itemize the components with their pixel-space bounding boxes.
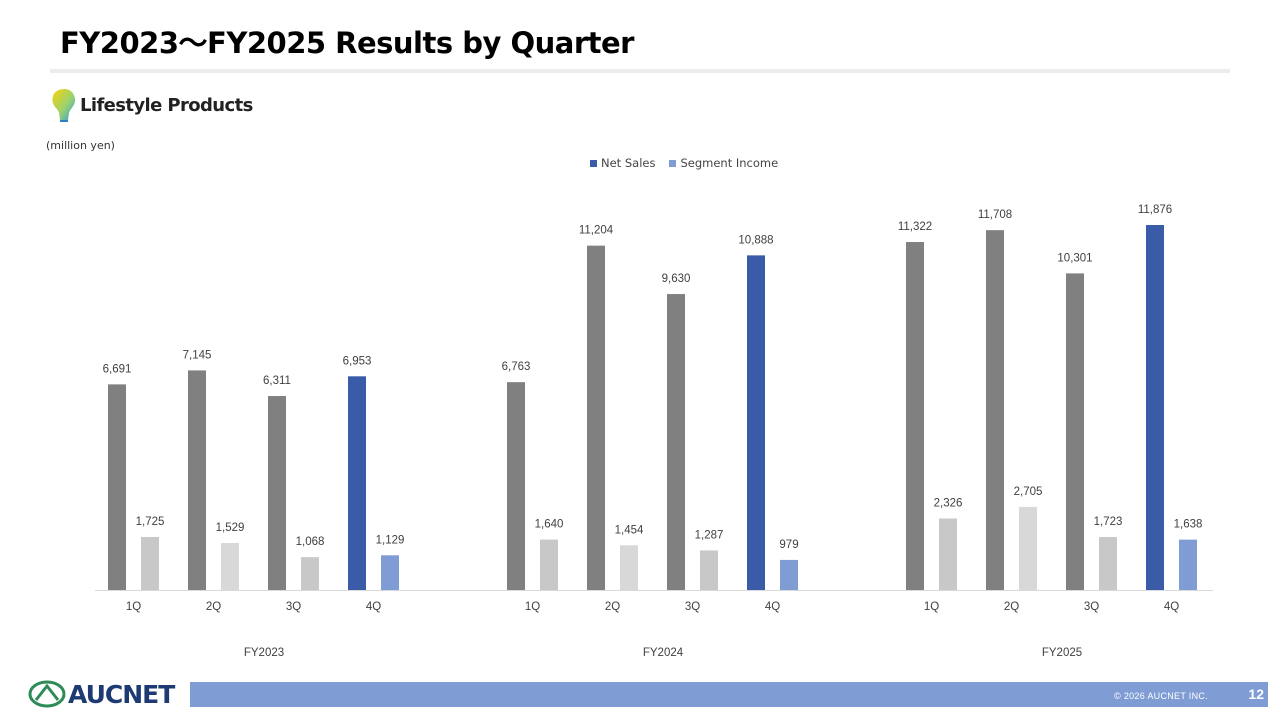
bar-segment-income-FY2025-2Q	[1019, 506, 1037, 590]
bar-net-sales-FY2025-1Q	[906, 242, 924, 590]
footer-bar	[190, 682, 1268, 707]
data-label-segment-income-FY2023-3Q: 1,068	[296, 536, 325, 548]
unit-label: (million yen)	[46, 139, 115, 152]
bar-segment-income-FY2023-4Q	[381, 555, 399, 590]
data-label-net-sales-FY2024-3Q: 9,630	[662, 273, 691, 285]
bar-net-sales-FY2024-4Q	[747, 255, 765, 590]
x-tick-label-FY2025-1Q: 1Q	[924, 601, 939, 613]
bar-net-sales-FY2024-2Q	[587, 245, 605, 590]
group-label-FY2024: FY2024	[643, 647, 684, 659]
data-label-net-sales-FY2023-2Q: 7,145	[183, 349, 212, 361]
x-tick-label-FY2023-2Q: 2Q	[206, 601, 221, 613]
bar-net-sales-FY2024-3Q	[667, 294, 685, 590]
bar-net-sales-FY2023-1Q	[108, 384, 126, 590]
legend-swatch-net-sales	[590, 159, 597, 167]
data-label-net-sales-FY2023-4Q: 6,953	[343, 355, 372, 367]
group-label-FY2025: FY2025	[1042, 647, 1082, 659]
bar-segment-income-FY2025-3Q	[1099, 537, 1117, 590]
data-label-segment-income-FY2024-2Q: 1,454	[615, 524, 644, 536]
x-tick-label-FY2023-1Q: 1Q	[126, 601, 141, 613]
data-label-segment-income-FY2024-1Q: 1,640	[535, 519, 564, 531]
bar-segment-income-FY2024-2Q	[620, 545, 638, 590]
x-tick-label-FY2023-3Q: 3Q	[286, 601, 301, 613]
x-tick-label-FY2025-3Q: 3Q	[1084, 601, 1099, 613]
bar-segment-income-FY2025-4Q	[1179, 539, 1197, 590]
bar-net-sales-FY2025-2Q	[986, 230, 1004, 590]
lightbulb-icon	[52, 89, 75, 122]
x-tick-label-FY2024-2Q: 2Q	[605, 601, 620, 613]
bar-net-sales-FY2024-1Q	[507, 382, 525, 590]
group-label-FY2023: FY2023	[244, 647, 284, 659]
data-label-segment-income-FY2025-3Q: 1,723	[1094, 516, 1123, 528]
legend-label-segment-income: Segment Income	[680, 156, 779, 170]
title-divider	[50, 69, 1230, 73]
chart-legend: Net Sales Segment Income	[590, 156, 778, 170]
data-label-segment-income-FY2024-4Q: 979	[779, 539, 798, 551]
bar-net-sales-FY2023-4Q	[348, 376, 366, 590]
bar-net-sales-FY2025-3Q	[1066, 273, 1084, 590]
x-tick-label-FY2025-2Q: 2Q	[1004, 601, 1019, 613]
bar-segment-income-FY2025-1Q	[939, 518, 957, 590]
data-label-net-sales-FY2023-3Q: 6,311	[263, 375, 291, 387]
segment-logo: Lifestyle Products	[50, 85, 253, 125]
data-label-segment-income-FY2025-4Q: 1,638	[1174, 519, 1203, 531]
segment-name: Lifestyle Products	[80, 94, 253, 116]
page-number: 12	[1248, 686, 1264, 702]
data-label-net-sales-FY2024-2Q: 11,204	[579, 225, 614, 237]
bar-segment-income-FY2024-1Q	[540, 539, 558, 590]
page-title: FY2023～FY2025 Results by Quarter	[60, 26, 634, 60]
data-label-net-sales-FY2025-1Q: 11,322	[898, 221, 932, 233]
bar-chart: 6,691 1,725 1Q 7,145 1,529 2Q 6,311 1,068 3Q 6,95…	[95, 204, 1213, 659]
x-tick-label-FY2024-1Q: 1Q	[525, 601, 540, 613]
legend-swatch-segment-income	[669, 159, 677, 167]
x-tick-label-FY2024-3Q: 3Q	[685, 601, 700, 613]
x-tick-label-FY2025-4Q: 4Q	[1164, 601, 1179, 613]
bar-net-sales-FY2023-3Q	[268, 396, 286, 590]
company-logo: AUCNET	[28, 678, 175, 710]
legend-item-net-sales: Net Sales	[590, 156, 655, 170]
data-label-segment-income-FY2023-1Q: 1,725	[136, 516, 165, 528]
data-label-segment-income-FY2025-2Q: 2,705	[1014, 486, 1043, 498]
aucnet-mark-icon	[28, 680, 66, 708]
data-label-segment-income-FY2025-1Q: 2,326	[934, 498, 963, 510]
bar-net-sales-FY2023-2Q	[188, 370, 206, 590]
data-label-net-sales-FY2025-3Q: 10,301	[1057, 252, 1092, 264]
copyright: © 2026 AUCNET INC.	[1114, 691, 1208, 701]
data-label-net-sales-FY2024-1Q: 6,763	[502, 361, 531, 373]
bar-segment-income-FY2023-3Q	[301, 557, 319, 590]
data-label-segment-income-FY2024-3Q: 1,287	[695, 529, 724, 541]
bar-segment-income-FY2023-1Q	[141, 536, 159, 590]
bar-segment-income-FY2024-3Q	[700, 550, 718, 590]
bar-segment-income-FY2023-2Q	[221, 543, 239, 590]
data-label-net-sales-FY2025-4Q: 11,876	[1138, 204, 1172, 216]
x-tick-label-FY2024-4Q: 4Q	[765, 601, 780, 613]
bar-net-sales-FY2025-4Q	[1146, 225, 1164, 590]
legend-item-segment-income: Segment Income	[669, 156, 778, 170]
bar-segment-income-FY2024-4Q	[780, 559, 798, 590]
data-label-segment-income-FY2023-4Q: 1,129	[376, 534, 405, 546]
data-label-net-sales-FY2024-4Q: 10,888	[738, 234, 773, 246]
data-label-net-sales-FY2025-2Q: 11,708	[978, 209, 1012, 221]
data-label-segment-income-FY2023-2Q: 1,529	[216, 522, 245, 534]
legend-label-net-sales: Net Sales	[601, 156, 656, 170]
company-name: AUCNET	[68, 679, 175, 709]
x-tick-label-FY2023-4Q: 4Q	[366, 601, 381, 613]
data-label-net-sales-FY2023-1Q: 6,691	[103, 363, 132, 375]
